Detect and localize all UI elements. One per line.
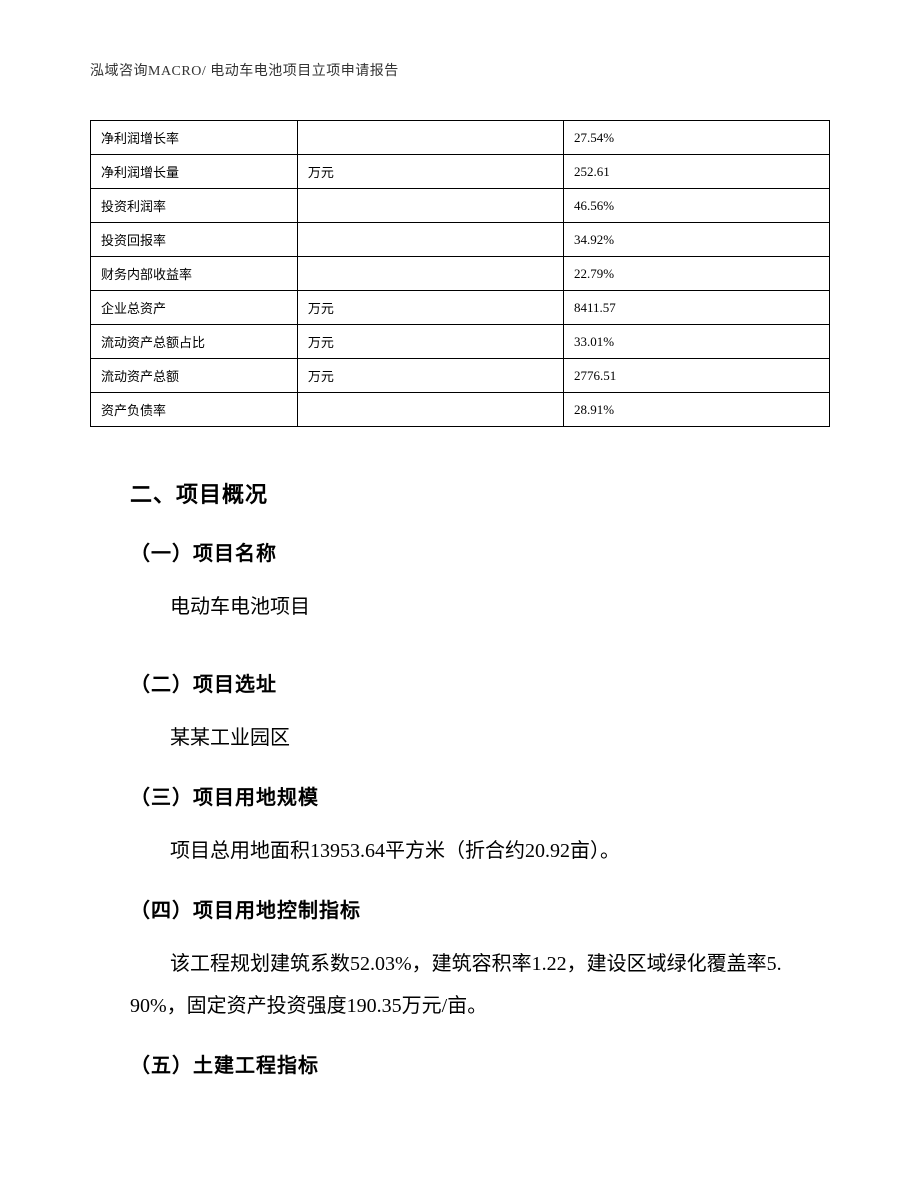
metric-unit — [297, 393, 563, 427]
section-heading-overview: 二、项目概况 — [130, 477, 790, 509]
table-row: 投资利润率 46.56% — [91, 189, 830, 223]
metric-unit: 万元 — [297, 359, 563, 393]
metric-label: 流动资产总额占比 — [91, 325, 298, 359]
page: 泓域咨询MACRO/ 电动车电池项目立项申请报告 净利润增长率 27.54% 净… — [0, 0, 920, 1191]
document-content: 二、项目概况 （一）项目名称 电动车电池项目 （二）项目选址 某某工业园区 （三… — [90, 477, 830, 1078]
subsection-title-5: （五）土建工程指标 — [130, 1049, 790, 1078]
metric-value: 252.61 — [563, 155, 829, 189]
metric-value: 33.01% — [563, 325, 829, 359]
subsection-body-4: 该工程规划建筑系数52.03%，建筑容积率1.22，建设区域绿化覆盖率5.90%… — [90, 943, 790, 1027]
table-row: 财务内部收益率 22.79% — [91, 257, 830, 291]
metric-label: 净利润增长率 — [91, 121, 298, 155]
metric-value: 8411.57 — [563, 291, 829, 325]
metric-label: 净利润增长量 — [91, 155, 298, 189]
metric-value: 34.92% — [563, 223, 829, 257]
subsection-body-3: 项目总用地面积13953.64平方米（折合约20.92亩）。 — [130, 830, 790, 872]
page-header: 泓域咨询MACRO/ 电动车电池项目立项申请报告 — [90, 60, 830, 80]
table-row: 企业总资产 万元 8411.57 — [91, 291, 830, 325]
table-row: 投资回报率 34.92% — [91, 223, 830, 257]
metric-label: 投资回报率 — [91, 223, 298, 257]
metric-value: 22.79% — [563, 257, 829, 291]
table-row: 流动资产总额 万元 2776.51 — [91, 359, 830, 393]
metric-unit: 万元 — [297, 325, 563, 359]
metric-value: 46.56% — [563, 189, 829, 223]
metric-unit: 万元 — [297, 155, 563, 189]
table-row: 流动资产总额占比 万元 33.01% — [91, 325, 830, 359]
metric-label: 投资利润率 — [91, 189, 298, 223]
subsection-title-4: （四）项目用地控制指标 — [130, 894, 790, 923]
metric-unit — [297, 121, 563, 155]
metric-label: 财务内部收益率 — [91, 257, 298, 291]
subsection-title-3: （三）项目用地规模 — [130, 781, 790, 810]
table-row: 资产负债率 28.91% — [91, 393, 830, 427]
metric-unit — [297, 223, 563, 257]
metric-label: 流动资产总额 — [91, 359, 298, 393]
subsection-body-2: 某某工业园区 — [130, 717, 790, 759]
metric-label: 企业总资产 — [91, 291, 298, 325]
subsection-title-2: （二）项目选址 — [130, 668, 790, 697]
metric-label: 资产负债率 — [91, 393, 298, 427]
metric-value: 28.91% — [563, 393, 829, 427]
metric-unit: 万元 — [297, 291, 563, 325]
metric-unit — [297, 257, 563, 291]
table-row: 净利润增长率 27.54% — [91, 121, 830, 155]
metric-value: 2776.51 — [563, 359, 829, 393]
subsection-body-1: 电动车电池项目 — [130, 586, 790, 628]
metric-value: 27.54% — [563, 121, 829, 155]
subsection-title-1: （一）项目名称 — [130, 537, 790, 566]
table-row: 净利润增长量 万元 252.61 — [91, 155, 830, 189]
metrics-table: 净利润增长率 27.54% 净利润增长量 万元 252.61 投资利润率 46.… — [90, 120, 830, 427]
metric-unit — [297, 189, 563, 223]
